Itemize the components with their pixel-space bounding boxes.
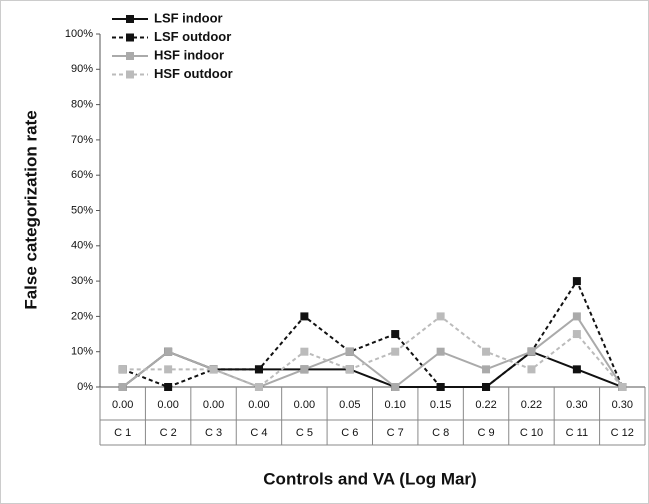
legend-label: LSF outdoor [154, 29, 231, 44]
x-tick-label: C 5 [296, 427, 313, 439]
x-tick-label: C 4 [250, 427, 267, 439]
marker [209, 365, 218, 374]
x-tick-label: C 3 [205, 427, 222, 439]
marker [391, 383, 400, 391]
va-label: 0.05 [339, 399, 360, 411]
marker [254, 365, 263, 374]
series-line [122, 314, 624, 389]
y-tick-label: 30% [71, 275, 93, 287]
marker [300, 347, 309, 356]
y-axis-label: False categorization rate [21, 110, 40, 309]
x-axis-label: Controls and VA (Log Mar) [263, 469, 476, 488]
marker [482, 365, 491, 374]
marker [254, 383, 263, 391]
marker [572, 330, 581, 339]
marker [572, 312, 581, 321]
x-tick-label: C 6 [341, 427, 358, 439]
marker [300, 365, 309, 374]
legend-marker [126, 52, 134, 60]
marker [164, 383, 173, 391]
marker [436, 383, 445, 391]
marker [118, 365, 127, 374]
legend-label: HSF indoor [154, 47, 224, 62]
y-tick-label: 60% [71, 169, 93, 181]
y-tick-label: 80% [71, 99, 93, 111]
marker [618, 383, 627, 391]
y-tick-label: 50% [71, 204, 93, 216]
legend-label: LSF indoor [154, 10, 223, 25]
marker [572, 277, 581, 286]
va-label: 0.30 [612, 399, 633, 411]
va-label: 0.15 [430, 399, 451, 411]
y-tick-label: 20% [71, 310, 93, 322]
marker [572, 365, 581, 374]
marker [436, 312, 445, 321]
va-label: 0.00 [112, 399, 133, 411]
marker [527, 365, 536, 374]
marker [527, 347, 536, 356]
marker [164, 365, 173, 374]
y-tick-label: 90% [71, 63, 93, 75]
marker [300, 312, 309, 321]
y-tick-label: 10% [71, 346, 93, 358]
x-tick-label: C 9 [477, 427, 494, 439]
y-tick-label: 70% [71, 134, 93, 146]
x-tick-label: C 2 [160, 427, 177, 439]
y-tick-label: 0% [77, 381, 93, 393]
marker [345, 365, 354, 374]
marker [164, 347, 173, 356]
legend-marker [126, 33, 134, 42]
legend-marker [126, 70, 134, 79]
marker [482, 347, 491, 356]
va-label: 0.22 [475, 399, 496, 411]
marker [482, 383, 491, 391]
va-label: 0.10 [384, 399, 405, 411]
va-label: 0.22 [521, 399, 542, 411]
marker [345, 347, 354, 356]
x-tick-label: C 1 [114, 427, 131, 439]
va-label: 0.30 [566, 399, 587, 411]
x-tick-label: C 11 [566, 427, 588, 439]
marker [391, 330, 400, 339]
x-tick-label: C 12 [611, 427, 634, 439]
marker [118, 383, 127, 391]
va-label: 0.00 [203, 399, 224, 411]
x-tick-label: C 8 [432, 427, 449, 439]
va-label: 0.00 [157, 399, 178, 411]
y-tick-label: 100% [65, 28, 93, 40]
series-line [122, 278, 624, 389]
x-tick-label: C 10 [520, 427, 543, 439]
x-tick-label: C 7 [387, 427, 404, 439]
marker [391, 347, 400, 356]
va-label: 0.00 [294, 399, 315, 411]
va-label: 0.00 [248, 399, 269, 411]
marker [436, 347, 445, 356]
legend-label: HSF outdoor [154, 66, 233, 81]
y-tick-label: 40% [71, 240, 93, 252]
legend-marker [126, 15, 134, 23]
